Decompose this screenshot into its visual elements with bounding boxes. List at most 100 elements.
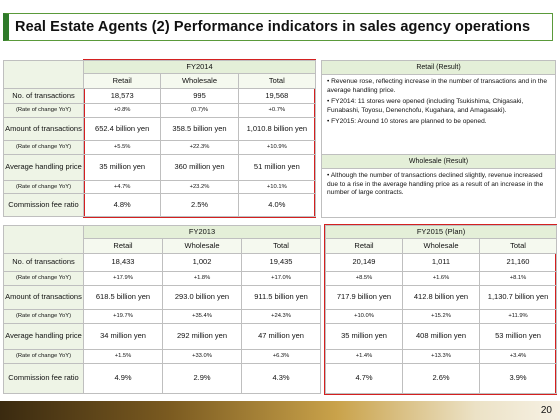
data-row: 35 million yen 408 million yen 53 million … [325, 323, 558, 350]
column-header: Retail [82, 73, 162, 89]
row-label: (Rate of change YoY) [3, 309, 84, 324]
row-label: (Rate of change YoY) [3, 103, 84, 118]
data-row: Average handling price 34 million yen 292 … [3, 323, 322, 350]
data-row: (Rate of change YoY) +19.7% +35.4% +24.3% [3, 309, 322, 324]
notes-heading: Retail (Result) [322, 61, 555, 75]
cell: 1,130.7 billion yen [478, 285, 558, 310]
cell: +13.3% [402, 349, 480, 364]
column-header-row: Retail Wholesale Total [325, 238, 558, 254]
cell: 4.9% [83, 363, 163, 394]
cell: +10.0% [325, 309, 403, 324]
cell: 717.9 billion yen [325, 285, 403, 310]
note-item: • Although the number of transactions de… [327, 172, 544, 197]
notes-body: • Although the number of transactions de… [322, 169, 555, 205]
column-header: Retail [83, 238, 163, 254]
cell: +22.3% [160, 140, 239, 155]
cell: 19,435 [240, 253, 322, 272]
cell: +11.9% [478, 309, 558, 324]
notes-heading: Wholesale (Result) [322, 154, 555, 169]
cell: 4.0% [237, 193, 317, 217]
cell: 1,002 [162, 253, 242, 272]
row-label: No. of transactions [3, 253, 84, 272]
cell: +1.8% [162, 271, 242, 286]
cell: +5.5% [82, 140, 162, 155]
corner-cell [3, 60, 84, 89]
data-row: No. of transactions 18,573 995 19,568 [3, 88, 317, 104]
cell: 292 million yen [162, 323, 242, 350]
data-row: Commission fee ratio 4.8% 2.5% 4.0% [3, 193, 317, 217]
cell: +1.4% [325, 349, 403, 364]
cell: +17.0% [240, 271, 322, 286]
header-row: FY2014 [3, 60, 317, 89]
data-row: (Rate of change YoY) +1.5% +33.0% +6.3% [3, 349, 322, 364]
data-row: +1.4% +13.3% +3.4% [325, 349, 558, 364]
data-row: 717.9 billion yen 412.8 billion yen 1,130.… [325, 285, 558, 310]
row-label: Commission fee ratio [3, 363, 84, 394]
data-row: 20,149 1,011 21,160 [325, 253, 558, 272]
cell: 3.9% [478, 363, 558, 394]
data-row: +10.0% +15.2% +11.9% [325, 309, 558, 324]
row-label: (Rate of change YoY) [3, 180, 84, 194]
cell: 2.5% [160, 193, 239, 217]
row-label: Average handling price [3, 154, 84, 181]
cell: +6.3% [240, 349, 322, 364]
table-title: FY2013 [82, 225, 322, 239]
cell: 1,010.8 billion yen [237, 117, 317, 141]
cell: +35.4% [162, 309, 242, 324]
data-row: Commission fee ratio 4.9% 2.9% 4.3% [3, 363, 322, 394]
header-row: FY2015 (Plan) [324, 225, 558, 239]
cell: +0.8% [82, 103, 162, 118]
cell: +8.5% [325, 271, 403, 286]
cell: +8.1% [478, 271, 558, 286]
cell: 4.3% [240, 363, 322, 394]
cell: +33.0% [162, 349, 242, 364]
cell: +23.2% [160, 180, 239, 194]
cell: +0.7% [237, 103, 317, 118]
cell: 35 million yen [325, 323, 403, 350]
cell: 293.0 billion yen [162, 285, 242, 310]
cell: 19,568 [237, 88, 317, 104]
column-header-row: Retail Wholesale Total [4, 238, 322, 254]
data-row: (Rate of change YoY) +4.7% +23.2% +10.1% [3, 180, 317, 194]
footer-bar [0, 401, 560, 420]
data-row: (Rate of change YoY) +0.8% (0.7)% +0.7% [3, 103, 317, 118]
column-header: Wholesale [160, 73, 239, 89]
data-row: 4.7% 2.6% 3.9% [325, 363, 558, 394]
cell: 911.5 billion yen [240, 285, 322, 310]
cell: 53 million yen [478, 323, 558, 350]
cell: 618.5 billion yen [83, 285, 163, 310]
cell: +10.9% [237, 140, 317, 155]
column-header: Retail [325, 238, 403, 254]
table-body: FY2013 Retail Wholesale Total No. of transac… [3, 225, 322, 394]
cell: +24.3% [240, 309, 322, 324]
column-header: Total [478, 238, 558, 254]
data-table: FY2013 Retail Wholesale Total No. of transac… [3, 225, 322, 394]
data-table: FY2015 (Plan) Retail Wholesale Total 20,149 1… [324, 225, 558, 394]
cell: 1,011 [402, 253, 480, 272]
data-row: Amount of transactions 652.4 billion yen 3… [3, 117, 317, 141]
header-row: FY2013 [3, 225, 322, 254]
cell: +4.7% [82, 180, 162, 194]
cell: 51 million yen [237, 154, 317, 181]
data-row: No. of transactions 18,433 1,002 19,435 [3, 253, 322, 272]
cell: 2.6% [402, 363, 480, 394]
notes-body: • Revenue rose, reflecting increase in t… [322, 75, 555, 154]
corner-cell [3, 225, 84, 254]
title-bar: Real Estate Agents (2) Performance indic… [3, 13, 553, 41]
title: Real Estate Agents (2) Performance indic… [15, 19, 531, 35]
note-item: • FY2014: 11 stores were opened (includi… [327, 98, 524, 114]
row-label: Amount of transactions [3, 117, 84, 141]
data-row: +8.5% +1.6% +8.1% [325, 271, 558, 286]
cell: 358.5 billion yen [160, 117, 239, 141]
row-label: Commission fee ratio [3, 193, 84, 217]
cell: (0.7)% [160, 103, 239, 118]
cell: 4.7% [325, 363, 403, 394]
cell: +17.9% [83, 271, 163, 286]
data-row: Average handling price 35 million yen 360 … [3, 154, 317, 181]
cell: 18,573 [82, 88, 162, 104]
row-label: (Rate of change YoY) [3, 140, 84, 155]
cell: 360 million yen [160, 154, 239, 181]
cell: +3.4% [478, 349, 558, 364]
